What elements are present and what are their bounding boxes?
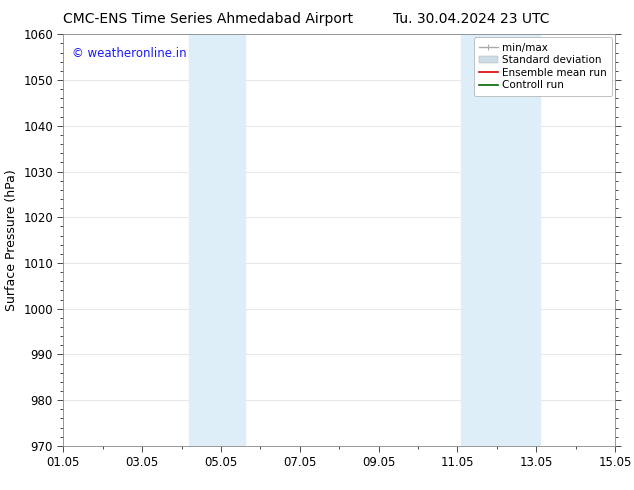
Text: Tu. 30.04.2024 23 UTC: Tu. 30.04.2024 23 UTC (393, 12, 550, 26)
Y-axis label: Surface Pressure (hPa): Surface Pressure (hPa) (4, 169, 18, 311)
Bar (190, 34, 245, 446)
Text: © weatheronline.in: © weatheronline.in (72, 47, 186, 60)
Bar (462, 34, 540, 446)
Legend: min/max, Standard deviation, Ensemble mean run, Controll run: min/max, Standard deviation, Ensemble me… (474, 37, 612, 96)
Text: CMC-ENS Time Series Ahmedabad Airport: CMC-ENS Time Series Ahmedabad Airport (63, 12, 354, 26)
